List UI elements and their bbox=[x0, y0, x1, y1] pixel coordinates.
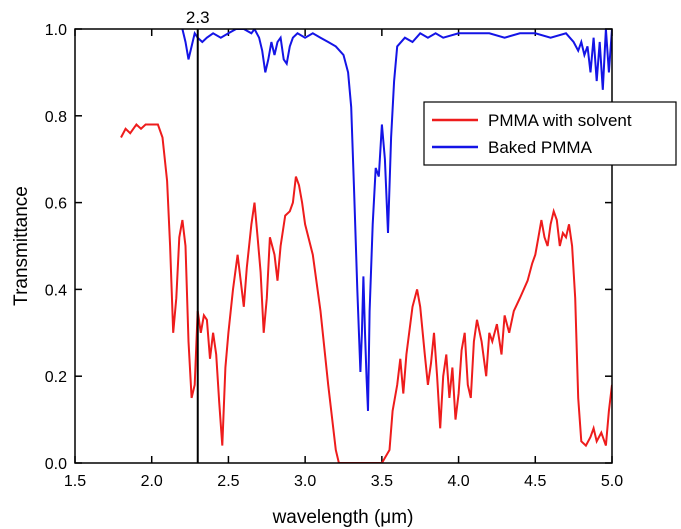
x-tick-label: 3.0 bbox=[294, 473, 316, 490]
y-tick-label: 0.6 bbox=[45, 196, 67, 213]
x-axis-title: wavelength (μm) bbox=[272, 507, 414, 528]
series-line-baked-pmma bbox=[181, 29, 612, 411]
x-tick-label: 4.0 bbox=[447, 473, 469, 490]
legend-label-pmma-with-solvent: PMMA with solvent bbox=[488, 111, 632, 130]
x-axis-ticks: 1.5 2.0 2.5 3.0 3.5 4.0 4.5 5.0 bbox=[64, 29, 623, 490]
legend-label-baked-pmma: Baked PMMA bbox=[488, 138, 593, 157]
legend: PMMA with solvent Baked PMMA bbox=[423, 101, 677, 166]
x-tick-label: 1.5 bbox=[64, 473, 86, 490]
series-line-pmma-with-solvent bbox=[120, 122, 612, 463]
x-tick-label: 3.5 bbox=[371, 473, 393, 490]
legend-box bbox=[423, 101, 677, 166]
y-axis-title: Transmittance bbox=[11, 186, 32, 306]
x-tick-label: 5.0 bbox=[601, 473, 623, 490]
y-axis-ticks: 0.0 0.2 0.4 0.6 0.8 1.0 bbox=[45, 22, 612, 473]
y-tick-label: 1.0 bbox=[45, 22, 67, 39]
x-tick-label: 4.5 bbox=[524, 473, 546, 490]
y-tick-label: 0.8 bbox=[45, 109, 67, 126]
y-tick-label: 0.0 bbox=[45, 456, 67, 473]
x-tick-label: 2.0 bbox=[141, 473, 163, 490]
annotation-label: 2.3 bbox=[186, 8, 210, 27]
y-tick-label: 0.4 bbox=[45, 282, 67, 299]
x-tick-label: 2.5 bbox=[217, 473, 239, 490]
plot-frame bbox=[74, 28, 613, 464]
y-tick-label: 0.2 bbox=[45, 369, 67, 386]
